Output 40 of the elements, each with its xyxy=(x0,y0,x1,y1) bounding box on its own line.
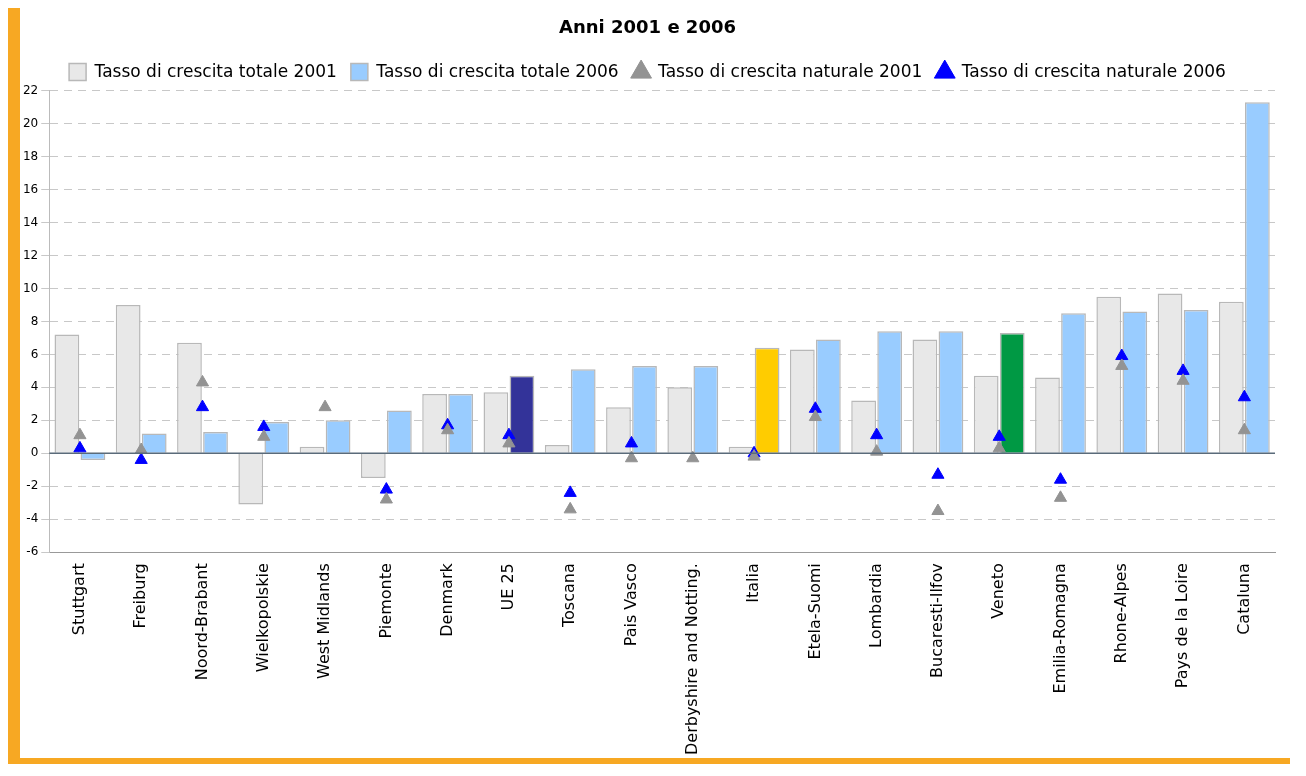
y-tick-label: 4 xyxy=(30,379,39,394)
x-tick-label: West Midlands xyxy=(314,563,334,679)
x-tick-label: Rhone-Alpes xyxy=(1110,563,1130,664)
x-tick-label: Cataluna xyxy=(1233,563,1253,635)
y-tick-label: 8 xyxy=(30,313,39,328)
x-tick-label: Pais Vasco xyxy=(620,563,640,647)
y-tick-label: 20 xyxy=(22,115,39,130)
x-tick-label: Bucaresti-Ilfov xyxy=(927,563,947,678)
x-tick-label: Stuttgart xyxy=(69,563,89,636)
y-tick-label: -4 xyxy=(26,511,39,526)
x-tick-label: Emilia-Romagna xyxy=(1049,563,1069,694)
x-tick-label: Freiburg xyxy=(130,563,150,629)
x-tick-label: UE 25 xyxy=(498,563,518,611)
x-tick-label: Italia xyxy=(743,563,763,603)
legend-label: Tasso di crescita naturale 2006 xyxy=(960,60,1226,81)
x-tick-label: Lombardia xyxy=(865,563,885,648)
x-tick-label: Noord-Brabant xyxy=(191,563,211,681)
legend-label: Tasso di crescita totale 2006 xyxy=(375,60,619,81)
y-tick-label: 14 xyxy=(22,214,39,229)
x-tick-label: Wielkopolskie xyxy=(252,563,272,673)
y-tick-label: 6 xyxy=(30,346,39,361)
y-tick-label: 12 xyxy=(22,247,39,262)
x-tick-label: Denmark xyxy=(436,562,456,637)
x-tick-label: Piemonte xyxy=(375,563,395,639)
y-tick-label: 0 xyxy=(30,445,39,460)
y-tick-label: 2 xyxy=(30,412,39,427)
x-tick-label: Veneto xyxy=(988,563,1008,619)
legend-label: Tasso di crescita naturale 2001 xyxy=(657,60,923,81)
y-tick-label: -2 xyxy=(26,478,39,493)
x-tick-label: Pays de la Loire xyxy=(1172,563,1192,689)
y-tick-label: -6 xyxy=(26,544,39,559)
y-tick-label: 18 xyxy=(22,148,39,163)
x-tick-label: Derbyshire and Notting. xyxy=(681,563,701,755)
x-tick-label: Toscana xyxy=(559,563,579,628)
chart-title: Anni 2001 e 2006 xyxy=(559,16,736,38)
y-tick-label: 16 xyxy=(22,181,39,196)
y-tick-label: 10 xyxy=(22,280,39,295)
x-tick-label: Etela-Suomi xyxy=(804,563,824,660)
y-tick-label: 22 xyxy=(22,82,39,97)
legend-label: Tasso di crescita totale 2001 xyxy=(93,60,337,81)
